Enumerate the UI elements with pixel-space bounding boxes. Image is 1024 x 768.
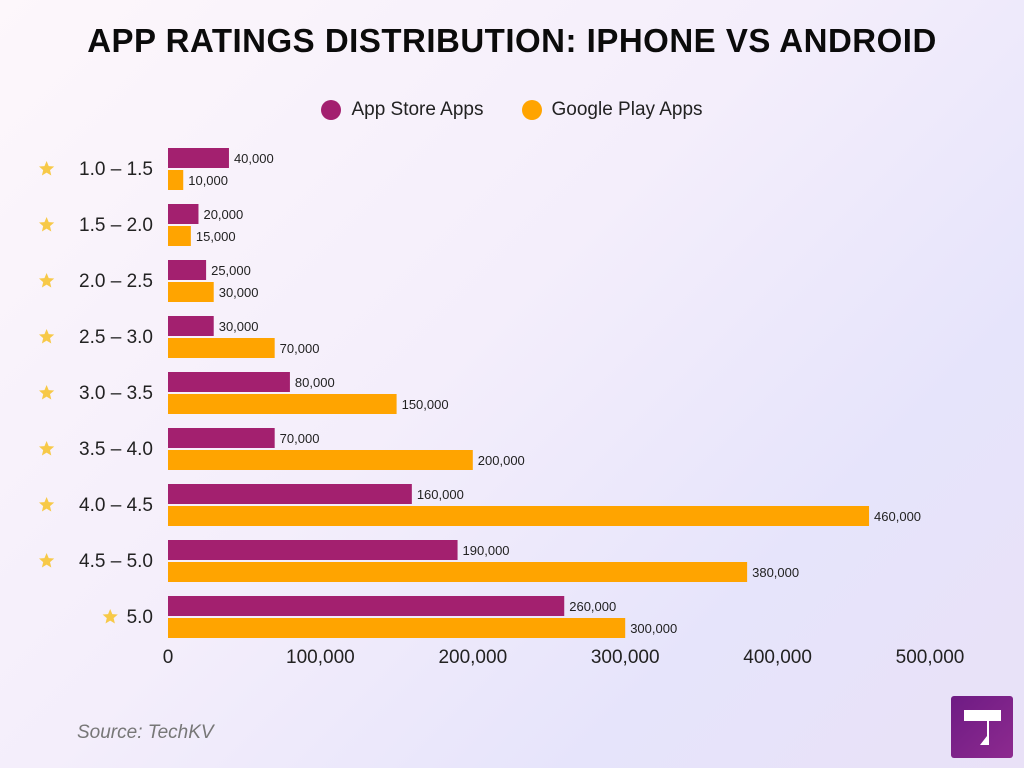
- bar-google-play: [168, 394, 397, 414]
- legend-label-app-store: App Store Apps: [351, 99, 484, 120]
- bar-google-play: [168, 170, 184, 190]
- data-label: 30,000: [219, 319, 259, 334]
- x-tick-label: 200,000: [438, 647, 507, 668]
- bar-google-play: [168, 450, 473, 470]
- data-label: 190,000: [463, 543, 510, 558]
- category-label: 1.5 – 2.0: [79, 215, 153, 236]
- legend-item-google-play: Google Play Apps: [521, 99, 703, 121]
- star-icon: [38, 217, 55, 232]
- category-label: 3.0 – 3.5: [79, 383, 153, 404]
- data-label: 20,000: [203, 207, 243, 222]
- x-tick-label: 400,000: [743, 647, 812, 668]
- data-label: 260,000: [569, 599, 616, 614]
- bar-google-play: [168, 618, 626, 638]
- star-icon: [102, 609, 118, 624]
- bar-app-store: [168, 596, 565, 616]
- bar-google-play: [168, 506, 870, 526]
- source-note: Source: TechKV: [77, 722, 214, 743]
- x-tick-label: 500,000: [896, 647, 965, 668]
- star-icon: [38, 497, 55, 512]
- category-label: 2.5 – 3.0: [79, 327, 153, 348]
- bar-google-play: [168, 338, 275, 358]
- bar-google-play: [168, 562, 748, 582]
- data-label: 30,000: [219, 285, 259, 300]
- legend-label-google-play: Google Play Apps: [551, 99, 703, 120]
- data-label: 200,000: [478, 453, 525, 468]
- category-label: 4.0 – 4.5: [79, 495, 153, 516]
- category-label: 1.0 – 1.5: [79, 159, 153, 180]
- chart-title: APP RATINGS DISTRIBUTION: IPHONE VS ANDR…: [87, 22, 937, 59]
- bar-google-play: [168, 226, 191, 246]
- data-label: 80,000: [295, 375, 335, 390]
- data-label: 10,000: [188, 173, 228, 188]
- star-icon: [38, 441, 55, 456]
- star-icon: [38, 553, 55, 568]
- data-label: 25,000: [211, 263, 251, 278]
- data-label: 300,000: [630, 621, 677, 636]
- data-label: 70,000: [280, 341, 320, 356]
- data-label: 70,000: [280, 431, 320, 446]
- bar-app-store: [168, 540, 458, 560]
- bar-app-store: [168, 484, 412, 504]
- bar-app-store: [168, 204, 199, 224]
- legend-item-app-store: App Store Apps: [321, 99, 484, 121]
- star-icon: [38, 161, 55, 176]
- legend: App Store Apps Google Play Apps: [0, 99, 1024, 121]
- data-label: 380,000: [752, 565, 799, 580]
- bar-google-play: [168, 282, 214, 302]
- star-icon: [38, 329, 55, 344]
- data-label: 40,000: [234, 151, 274, 166]
- star-icon: [38, 273, 55, 288]
- data-label: 15,000: [196, 229, 236, 244]
- x-tick-label: 300,000: [591, 647, 660, 668]
- data-label: 150,000: [402, 397, 449, 412]
- legend-swatch-app-store: [321, 100, 342, 120]
- category-label: 5.0: [127, 607, 153, 628]
- star-icon: [38, 385, 55, 400]
- data-label: 160,000: [417, 487, 464, 502]
- bar-app-store: [168, 428, 275, 448]
- x-tick-label: 100,000: [286, 647, 355, 668]
- bar-app-store: [168, 260, 207, 280]
- bar-app-store: [168, 148, 229, 168]
- category-label: 4.5 – 5.0: [79, 551, 153, 572]
- data-label: 460,000: [874, 509, 921, 524]
- bar-app-store: [168, 316, 214, 336]
- legend-swatch-google-play: [521, 100, 542, 120]
- category-label: 3.5 – 4.0: [79, 439, 153, 460]
- category-label: 2.0 – 2.5: [79, 271, 153, 292]
- bar-app-store: [168, 372, 290, 392]
- techkv-logo-icon: [951, 696, 1013, 758]
- x-tick-label: 0: [163, 647, 174, 668]
